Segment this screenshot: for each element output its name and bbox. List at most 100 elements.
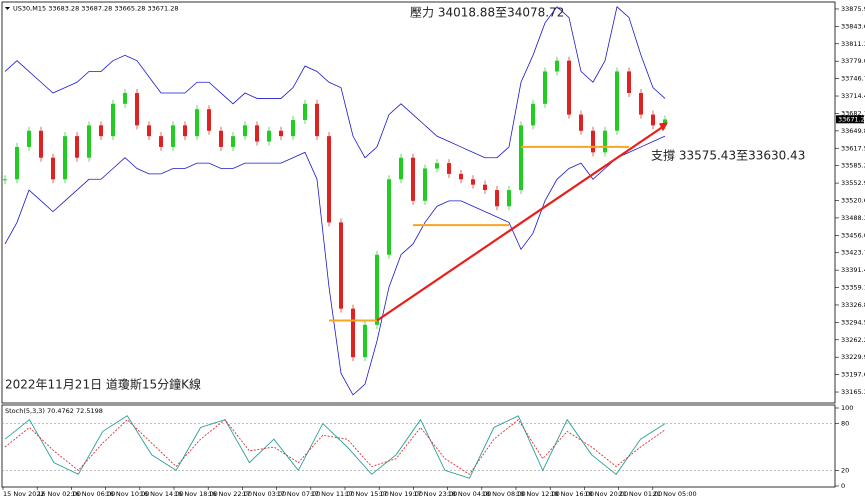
- candle: [543, 71, 547, 104]
- candle: [327, 136, 331, 223]
- y-tick-label: 33456.05: [841, 231, 865, 239]
- candle: [495, 190, 499, 207]
- x-tick-label: 16 Nov 10:00: [106, 490, 150, 498]
- candle: [471, 179, 475, 185]
- x-tick-label: 21 Nov 05:00: [653, 490, 697, 498]
- stoch-main: [4, 415, 666, 479]
- y-tick-label: 33585.25: [841, 162, 865, 170]
- candle: [111, 103, 115, 137]
- candle: [315, 103, 319, 137]
- candle: [435, 163, 439, 169]
- x-tick-label: 16 Nov 18:00: [174, 490, 218, 498]
- candle: [279, 130, 283, 137]
- y-tick-label: 33649.85: [841, 127, 865, 135]
- y-tick-label: 33617.55: [841, 144, 865, 152]
- candle: [591, 130, 595, 153]
- x-tick-label: 16 Nov 02:00: [37, 490, 81, 498]
- candle: [291, 119, 295, 137]
- candle: [3, 179, 7, 181]
- candle: [603, 130, 607, 153]
- candle: [651, 114, 655, 126]
- y-tick-label: 33488.35: [841, 214, 865, 222]
- candle: [531, 103, 535, 126]
- stoch-tick-label: 80: [841, 420, 849, 428]
- y-tick-label: 33391.45: [841, 266, 865, 274]
- stoch-signal: [4, 419, 666, 475]
- x-tick-label: 18 Nov 12:00: [516, 490, 560, 498]
- x-tick-label: 21 Nov 01:00: [619, 490, 663, 498]
- candle: [99, 125, 103, 137]
- stoch-frame: [1, 404, 836, 488]
- candle: [135, 93, 139, 126]
- y-tick-label: 33779.05: [841, 57, 865, 65]
- candle: [411, 157, 415, 201]
- candle: [63, 136, 67, 180]
- candle: [303, 103, 307, 120]
- candle: [387, 179, 391, 255]
- current-price-box: [836, 115, 864, 124]
- symbol-header: US30,M15 33683.28 33687.28 33665.28 3367…: [13, 5, 178, 13]
- x-tick-label: 17 Nov 23:00: [413, 490, 457, 498]
- y-tick-label: 33423.75: [841, 249, 865, 257]
- candle: [87, 125, 91, 158]
- candle: [447, 163, 451, 174]
- y-tick-label: 33843.65: [841, 22, 865, 30]
- bollinger-band: [4, 6, 666, 159]
- stoch-tick-label: 20: [841, 466, 849, 474]
- y-tick-label: 33682.15: [841, 109, 865, 117]
- candle: [171, 125, 175, 147]
- candle: [615, 71, 619, 131]
- candle: [123, 93, 127, 104]
- y-tick-label: 33714.45: [841, 92, 865, 100]
- y-tick-label: 33746.75: [841, 75, 865, 83]
- candle: [627, 71, 631, 94]
- trend-arrow: [659, 122, 668, 132]
- candle: [147, 125, 151, 137]
- candle: [75, 136, 79, 158]
- y-tick-label: 33875.95: [841, 5, 865, 13]
- candle: [231, 136, 235, 147]
- x-tick-label: 17 Nov 19:00: [379, 490, 423, 498]
- y-tick-label: 33262.25: [841, 336, 865, 344]
- candle: [579, 114, 583, 131]
- y-tick-label: 33294.55: [841, 318, 865, 326]
- candle: [195, 109, 199, 137]
- x-tick-label: 18 Nov 04:00: [448, 490, 492, 498]
- candle: [39, 130, 43, 158]
- candle: [267, 130, 271, 142]
- candle: [555, 60, 559, 72]
- x-tick-label: 17 Nov 03:00: [242, 490, 286, 498]
- x-tick-label: 18 Nov 16:00: [550, 490, 594, 498]
- x-tick-label: 18 Nov 08:00: [482, 490, 526, 498]
- candle: [459, 173, 463, 180]
- menu-arrow[interactable]: [5, 7, 10, 10]
- candle: [351, 308, 355, 358]
- y-tick-label: 33811.35: [841, 40, 865, 48]
- candle: [567, 60, 571, 115]
- x-tick-label: 17 Nov 15:00: [345, 490, 389, 498]
- y-tick-label: 33326.85: [841, 301, 865, 309]
- candle: [207, 109, 211, 131]
- candle: [243, 125, 247, 137]
- y-tick-label: 33229.95: [841, 353, 865, 361]
- candle: [219, 130, 223, 147]
- x-tick-label: 17 Nov 11:00: [311, 490, 355, 498]
- candle: [399, 157, 403, 180]
- x-tick-label: 16 Nov 22:00: [208, 490, 252, 498]
- bollinger-band: [4, 135, 666, 396]
- chart-title: 2022年11月21日 道瓊斯15分鐘K線: [5, 377, 201, 392]
- y-tick-label: 33359.15: [841, 284, 865, 292]
- candle: [375, 254, 379, 325]
- current-price-label: 33671.28: [838, 115, 865, 123]
- support-annotation: 支撐 33575.43至33630.43: [651, 149, 805, 163]
- candle: [639, 93, 643, 115]
- candle: [27, 130, 31, 147]
- candle: [51, 157, 55, 180]
- x-tick-label: 16 Nov 06:00: [71, 490, 115, 498]
- y-tick-label: 33197.65: [841, 371, 865, 379]
- candle: [483, 184, 487, 191]
- candle: [507, 190, 511, 207]
- trend-line: [376, 124, 666, 322]
- candle: [519, 125, 523, 191]
